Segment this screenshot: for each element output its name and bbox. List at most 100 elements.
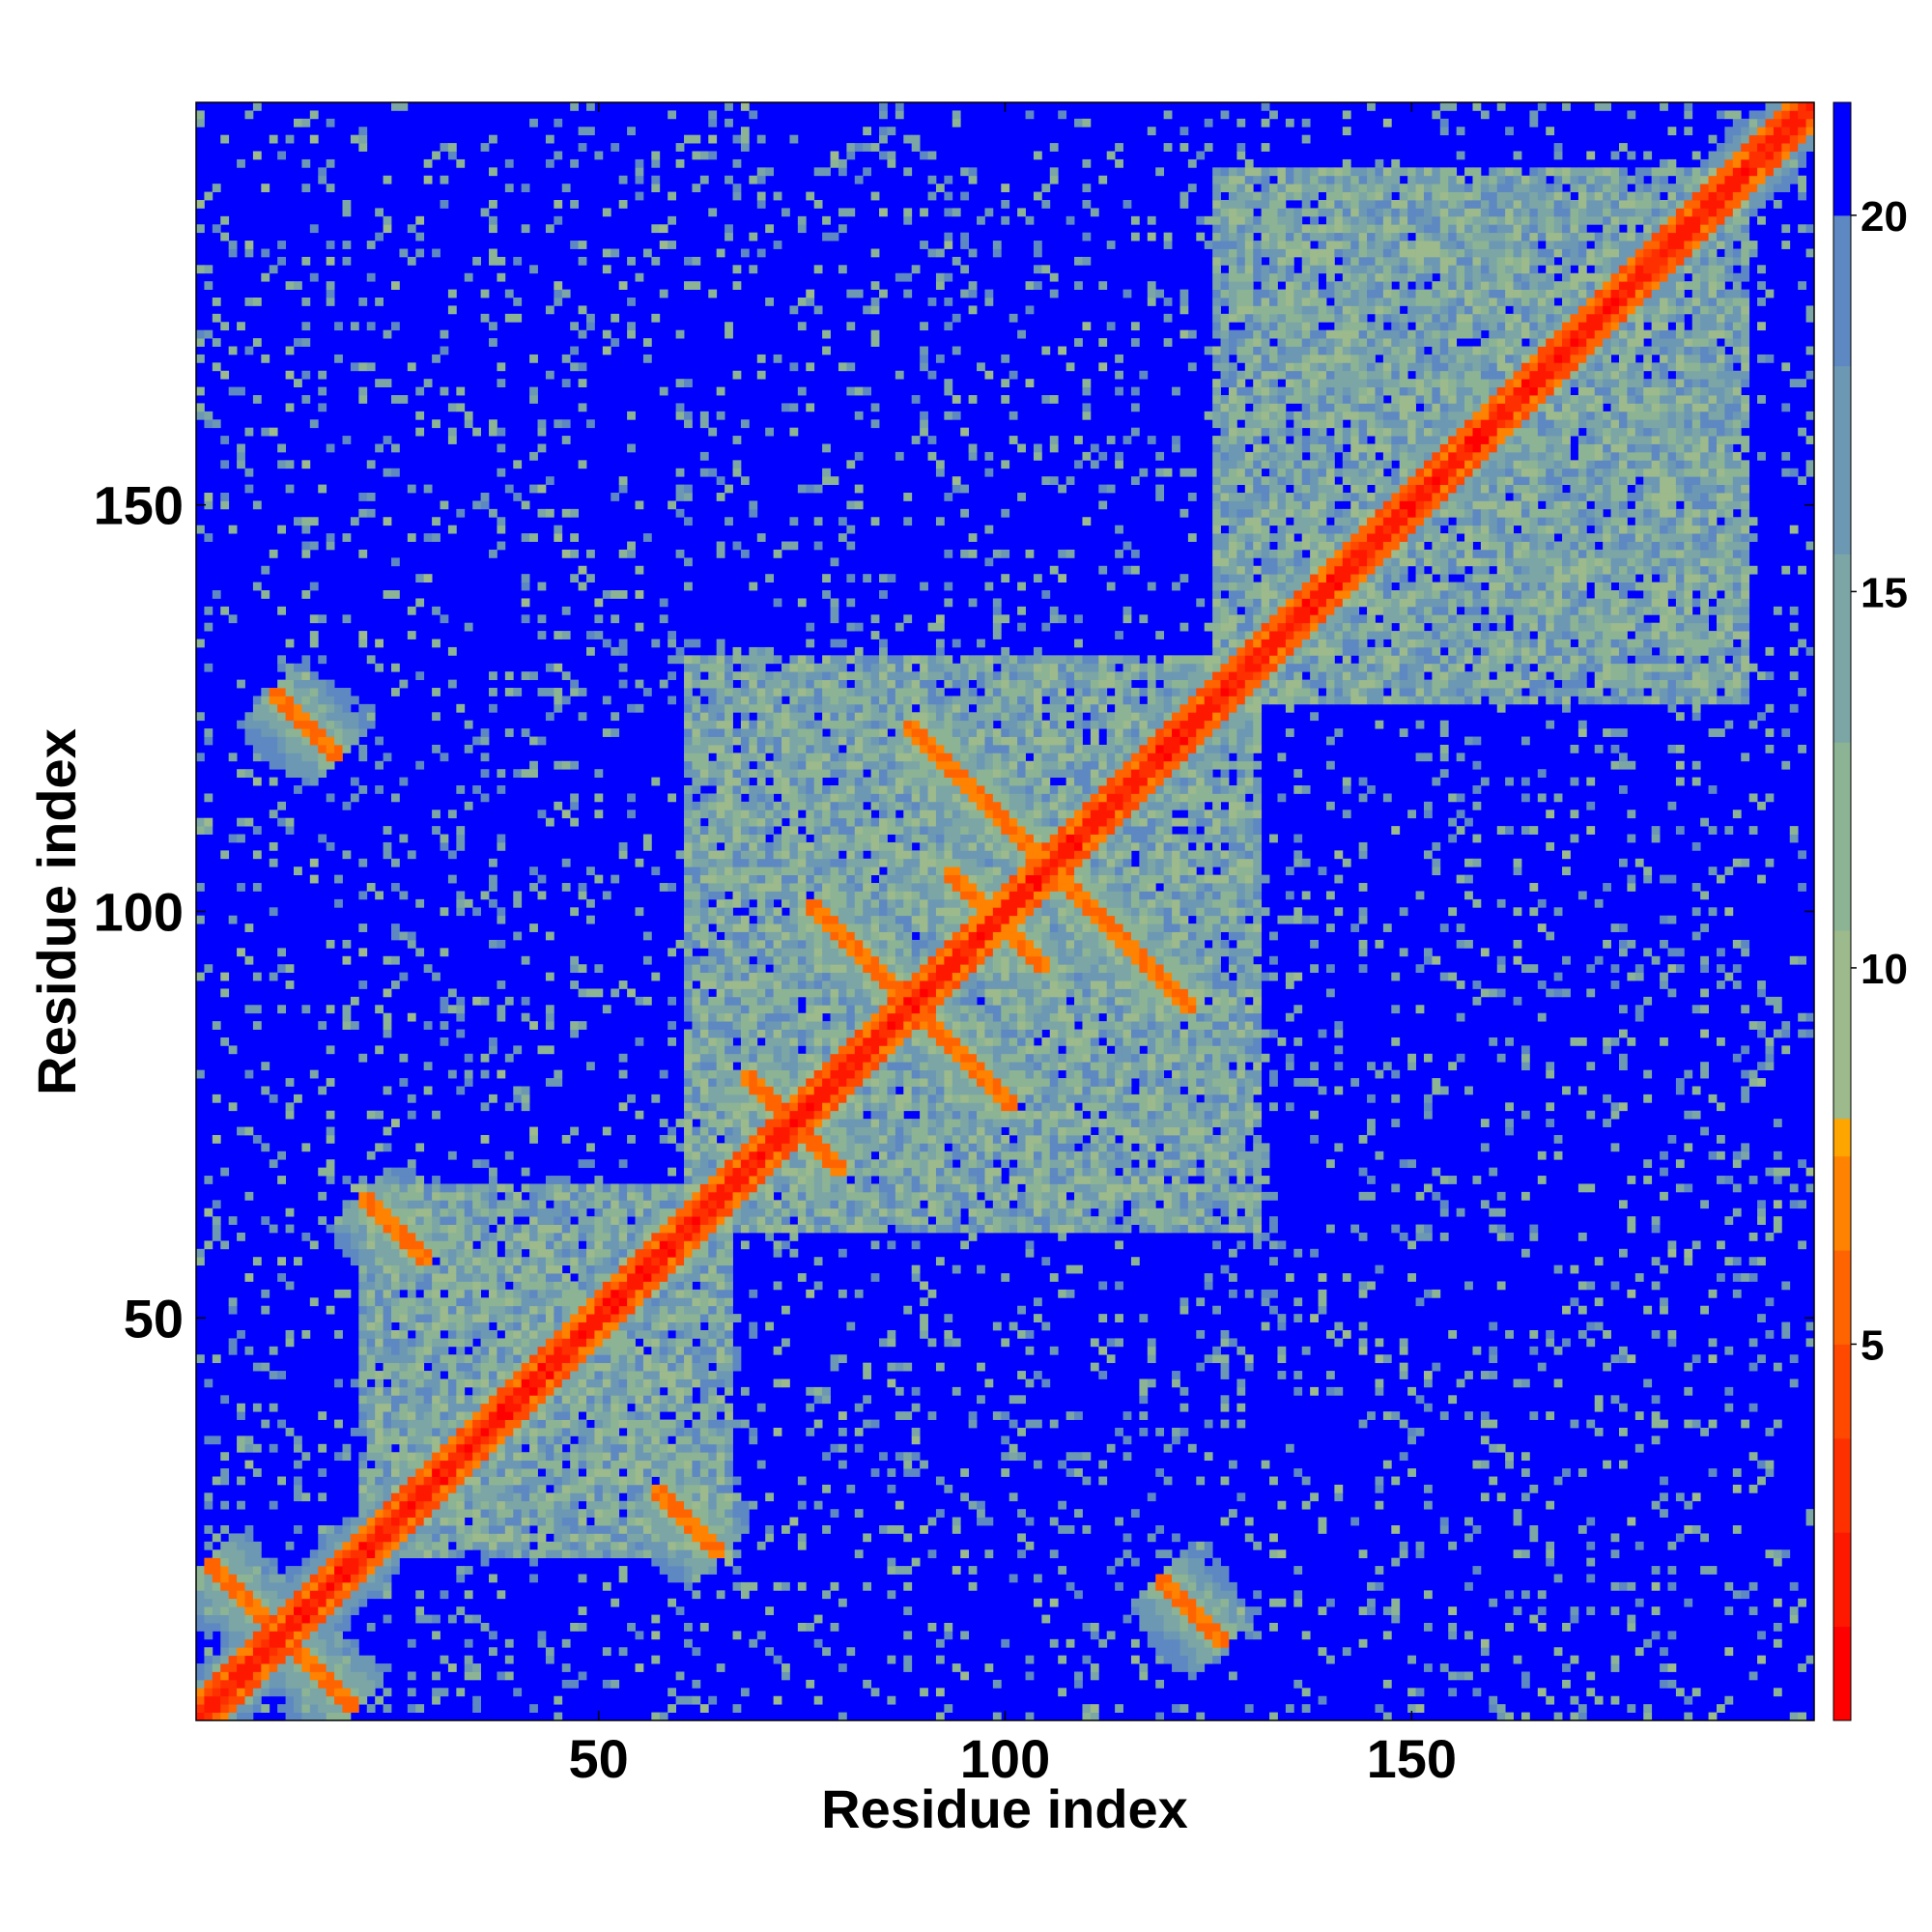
heatmap-cell [366,1500,376,1510]
heatmap-cell [513,1346,523,1355]
heatmap-cell [244,1671,254,1681]
heatmap-cell [659,598,668,608]
heatmap-cell [611,1403,620,1412]
heatmap-cell [350,322,359,331]
heatmap-cell [716,1435,725,1445]
heatmap-cell [692,1419,701,1429]
heatmap-cell [602,1443,611,1453]
heatmap-cell [432,1509,440,1518]
heatmap-cell [740,1069,750,1079]
heatmap-cell [204,793,213,803]
heatmap-cell [228,1622,238,1632]
heatmap-cell [366,1183,376,1193]
heatmap-cell [350,1638,359,1648]
heatmap-cell [480,1248,490,1258]
heatmap-cell [358,712,368,722]
heatmap-cell [602,1484,611,1493]
heatmap-cell [358,1386,368,1396]
heatmap-cell [789,1517,799,1526]
heatmap-cell [497,1257,506,1266]
heatmap-cell [447,289,457,298]
heatmap-cell [797,1078,807,1087]
heatmap-cell [261,1143,270,1152]
heatmap-cell [497,1208,506,1217]
heatmap-cell [447,1248,457,1258]
heatmap-cell [708,931,718,941]
heatmap-cell [407,1500,416,1510]
heatmap-cell [456,1329,466,1339]
heatmap-cell [789,834,799,843]
heatmap-cell [765,1086,775,1095]
heatmap-cell [334,1419,343,1429]
heatmap-cell [440,200,449,209]
heatmap-cell [375,1208,384,1217]
heatmap-cell [521,224,530,234]
heatmap-cell [456,1688,466,1697]
heatmap-cell [756,867,766,876]
heatmap-cell [684,931,693,941]
heatmap-cell [464,1354,473,1364]
heatmap-cell [252,1647,262,1657]
heatmap-cell [350,1208,359,1217]
heatmap-cell [497,1224,506,1234]
heatmap-cell [740,1053,750,1063]
heatmap-cell [675,1329,685,1339]
heatmap-cell [294,785,302,794]
heatmap-cell [684,1638,693,1648]
heatmap-cell [570,200,580,209]
heatmap-cell [749,769,758,779]
heatmap-cell [724,1371,733,1379]
heatmap-cell [326,1557,335,1567]
heatmap-cell [773,955,782,965]
heatmap-cell [570,1362,580,1372]
heatmap-cell [618,1321,628,1331]
heatmap-cell [212,338,221,347]
heatmap-cell [489,1549,497,1559]
heatmap-cell [521,1200,530,1209]
heatmap-cell [252,1631,262,1640]
heatmap-cell [635,1452,644,1462]
heatmap-cell [749,1102,758,1112]
heatmap-cell [732,281,742,290]
heatmap-cell [716,1663,725,1672]
heatmap-cell [651,1321,661,1331]
heatmap-cell [334,1655,343,1664]
heatmap-cell [797,793,807,803]
heatmap-cell [602,1321,611,1331]
heatmap-cell [252,1704,262,1713]
heatmap-cell [724,1012,733,1022]
heatmap-cell [570,1386,580,1396]
heatmap-cell [668,1183,677,1193]
heatmap-cell [391,1119,400,1127]
heatmap-cell [716,1264,725,1274]
heatmap-cell [464,1566,473,1575]
heatmap-cell [301,1005,311,1014]
heatmap-cell [456,1468,466,1477]
heatmap-cell [423,1248,433,1258]
heatmap-cell [773,1159,782,1169]
heatmap-cell [391,793,400,803]
heatmap-cell [699,1557,709,1567]
heatmap-cell [301,590,311,599]
heatmap-cell [399,1183,409,1193]
heatmap-cell [415,1273,425,1282]
heatmap-cell [196,224,205,234]
heatmap-cell [383,1371,392,1379]
heatmap-cell [756,655,766,665]
heatmap-cell [447,874,457,884]
heatmap-cell [301,744,311,753]
heatmap-cell [237,1533,245,1543]
heatmap-cell [489,1273,497,1282]
heatmap-cell [716,476,725,486]
heatmap-cell [513,1232,523,1241]
heatmap-cell [399,1371,409,1379]
heatmap-cell [699,1086,709,1095]
heatmap-cell [489,167,497,177]
heatmap-cell [252,1257,262,1266]
heatmap-cell [301,256,311,266]
heatmap-cell [765,1151,775,1160]
heatmap-cell [309,688,319,696]
heatmap-cell [561,1240,571,1250]
heatmap-cell [716,1086,725,1095]
heatmap-cell [358,1484,368,1493]
